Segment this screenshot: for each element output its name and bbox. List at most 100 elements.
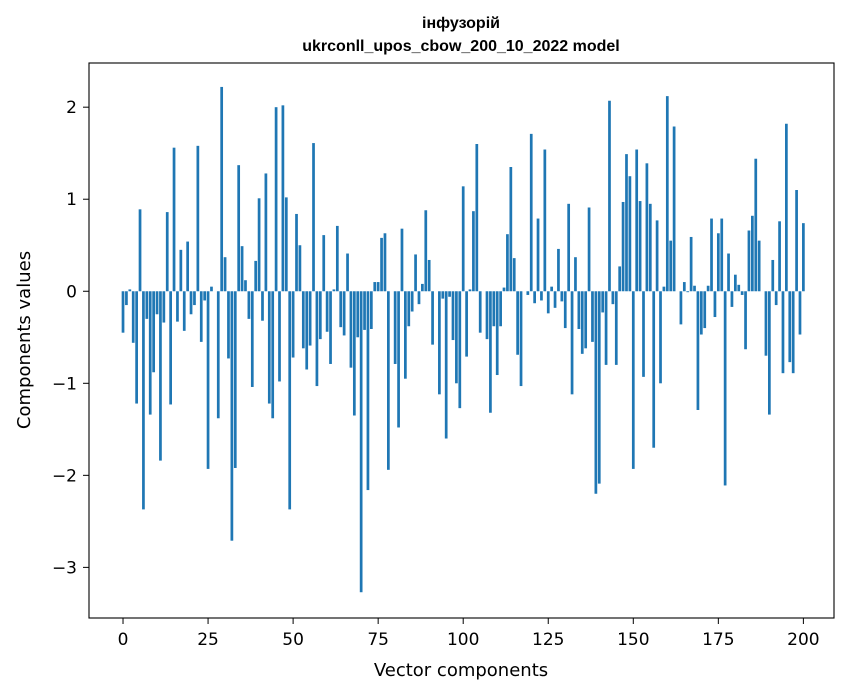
bar-130: [563, 291, 567, 329]
bar-135: [580, 291, 584, 354]
bar-38: [250, 291, 254, 387]
bar-196: [788, 291, 792, 363]
bar-84: [407, 291, 411, 327]
bar-174: [713, 291, 717, 318]
bar-35: [240, 246, 244, 292]
bar-145: [614, 291, 618, 365]
bars-group: [121, 86, 805, 593]
bar-153: [642, 291, 645, 377]
bar-102: [468, 289, 472, 292]
bar-114: [509, 167, 513, 292]
bar-64: [339, 291, 343, 328]
bar-77: [383, 233, 387, 292]
bar-146: [618, 266, 622, 292]
bar-63: [335, 225, 339, 292]
bar-90: [427, 259, 431, 292]
bar-10: [155, 291, 159, 315]
bar-67: [349, 291, 353, 368]
bar-139: [594, 291, 598, 494]
y-tick-label: −1: [52, 374, 77, 394]
bar-134: [577, 291, 581, 329]
y-tick-label: −3: [52, 558, 77, 578]
x-axis-ticks: 0 25 50 75 100 125 150 175 200: [118, 618, 820, 650]
bar-165: [682, 282, 686, 292]
bar-154: [645, 163, 649, 292]
bar-155: [648, 203, 652, 292]
bar-141: [601, 291, 605, 313]
bar-181: [737, 284, 741, 292]
bar-136: [584, 291, 588, 349]
bar-65: [342, 291, 346, 336]
bar-8: [148, 291, 152, 415]
x-tick-label: 125: [532, 630, 564, 650]
bar-11: [159, 291, 162, 461]
bar-60: [325, 291, 329, 332]
bar-91: [431, 291, 434, 345]
bar-131: [567, 203, 571, 292]
x-tick-label: 75: [367, 630, 389, 650]
bar-185: [751, 215, 754, 292]
x-tick-label: 25: [197, 630, 219, 650]
bar-31: [227, 291, 230, 359]
bar-147: [621, 201, 625, 292]
bar-70: [359, 291, 363, 593]
bar-83: [404, 291, 407, 379]
bar-180: [733, 274, 737, 292]
bar-61: [329, 291, 332, 364]
bar-109: [492, 291, 496, 327]
bar-123: [540, 291, 543, 301]
bar-6: [142, 291, 145, 510]
bar-9: [152, 291, 155, 373]
bar-19: [186, 241, 190, 292]
bar-0: [121, 291, 125, 333]
bar-148: [625, 154, 628, 292]
bar-192: [774, 291, 778, 306]
bar-198: [795, 190, 798, 292]
bar-62: [332, 289, 336, 292]
bar-126: [550, 286, 554, 292]
bar-175: [716, 233, 720, 292]
bar-94: [441, 291, 445, 299]
bar-7: [145, 291, 149, 319]
bar-107: [485, 291, 489, 340]
bar-16: [176, 291, 179, 322]
bar-167: [689, 236, 693, 292]
bar-39: [254, 260, 258, 292]
bar-159: [662, 286, 666, 292]
bar-187: [757, 240, 761, 292]
bar-73: [369, 291, 373, 329]
bar-171: [703, 291, 707, 329]
bar-81: [397, 291, 400, 428]
y-tick-label: 2: [66, 98, 77, 118]
bar-143: [608, 100, 611, 292]
bar-3: [131, 291, 135, 343]
bar-197: [791, 291, 795, 374]
bar-88: [421, 283, 424, 292]
bar-15: [172, 147, 176, 292]
bar-170: [699, 291, 703, 335]
bar-1: [125, 291, 128, 306]
bar-101: [465, 291, 468, 357]
bar-4: [135, 291, 138, 404]
bar-37: [247, 291, 251, 319]
bar-104: [475, 144, 479, 292]
bar-184: [747, 230, 751, 292]
bar-49: [288, 291, 292, 510]
bar-160: [665, 96, 669, 292]
bar-85: [410, 291, 414, 312]
bar-34: [237, 165, 241, 292]
bar-18: [182, 291, 186, 331]
bar-14: [169, 291, 172, 405]
bar-5: [138, 209, 142, 292]
bar-95: [444, 291, 448, 439]
y-tick-label: 1: [66, 190, 77, 210]
bar-144: [611, 291, 615, 305]
bar-23: [199, 291, 203, 342]
x-tick-label: 150: [617, 630, 649, 650]
chart-title: інфузорій: [422, 15, 500, 32]
bar-2: [128, 289, 132, 292]
bar-132: [570, 291, 574, 395]
bar-151: [635, 149, 639, 292]
bar-45: [274, 107, 278, 292]
bar-46: [278, 291, 281, 382]
